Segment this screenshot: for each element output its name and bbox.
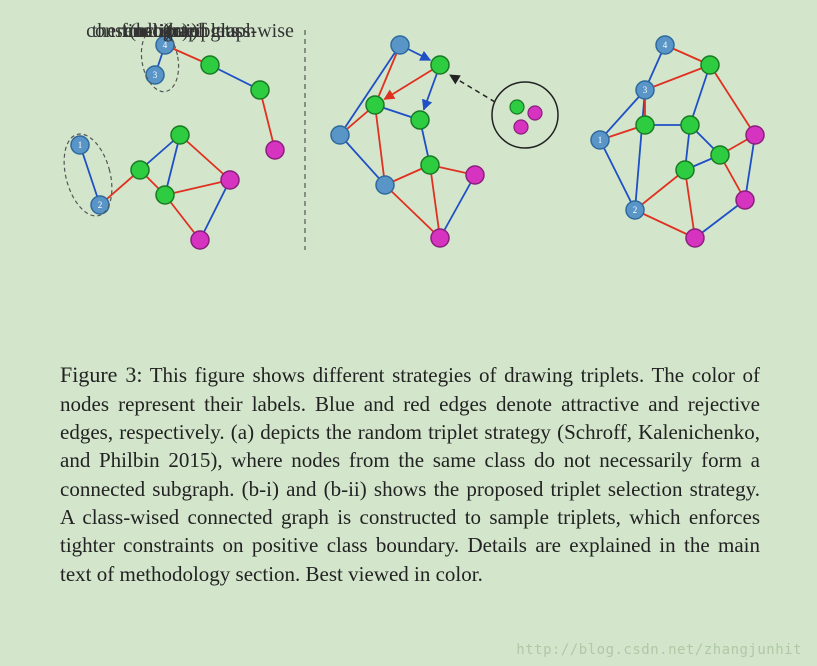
figure-label: Figure 3: [60,362,142,387]
panel-bi-svg [310,20,570,260]
svg-text:2: 2 [633,205,638,215]
svg-text:4: 4 [663,40,668,50]
svg-text:3: 3 [643,85,648,95]
figure-caption: Figure 3: This figure shows different st… [60,360,760,588]
graphs-row: 1234 (a) random triplets (b-i) construct… [50,20,770,260]
svg-text:1: 1 [598,135,603,145]
figure-caption-text: This figure shows different strategies o… [60,363,760,586]
panel-bii-svg: 1 2 3 4 [570,20,790,260]
panel-bii-sublabel: the final graph [50,20,250,43]
watermark: http://blog.csdn.net/zhangjunhit [516,642,802,658]
